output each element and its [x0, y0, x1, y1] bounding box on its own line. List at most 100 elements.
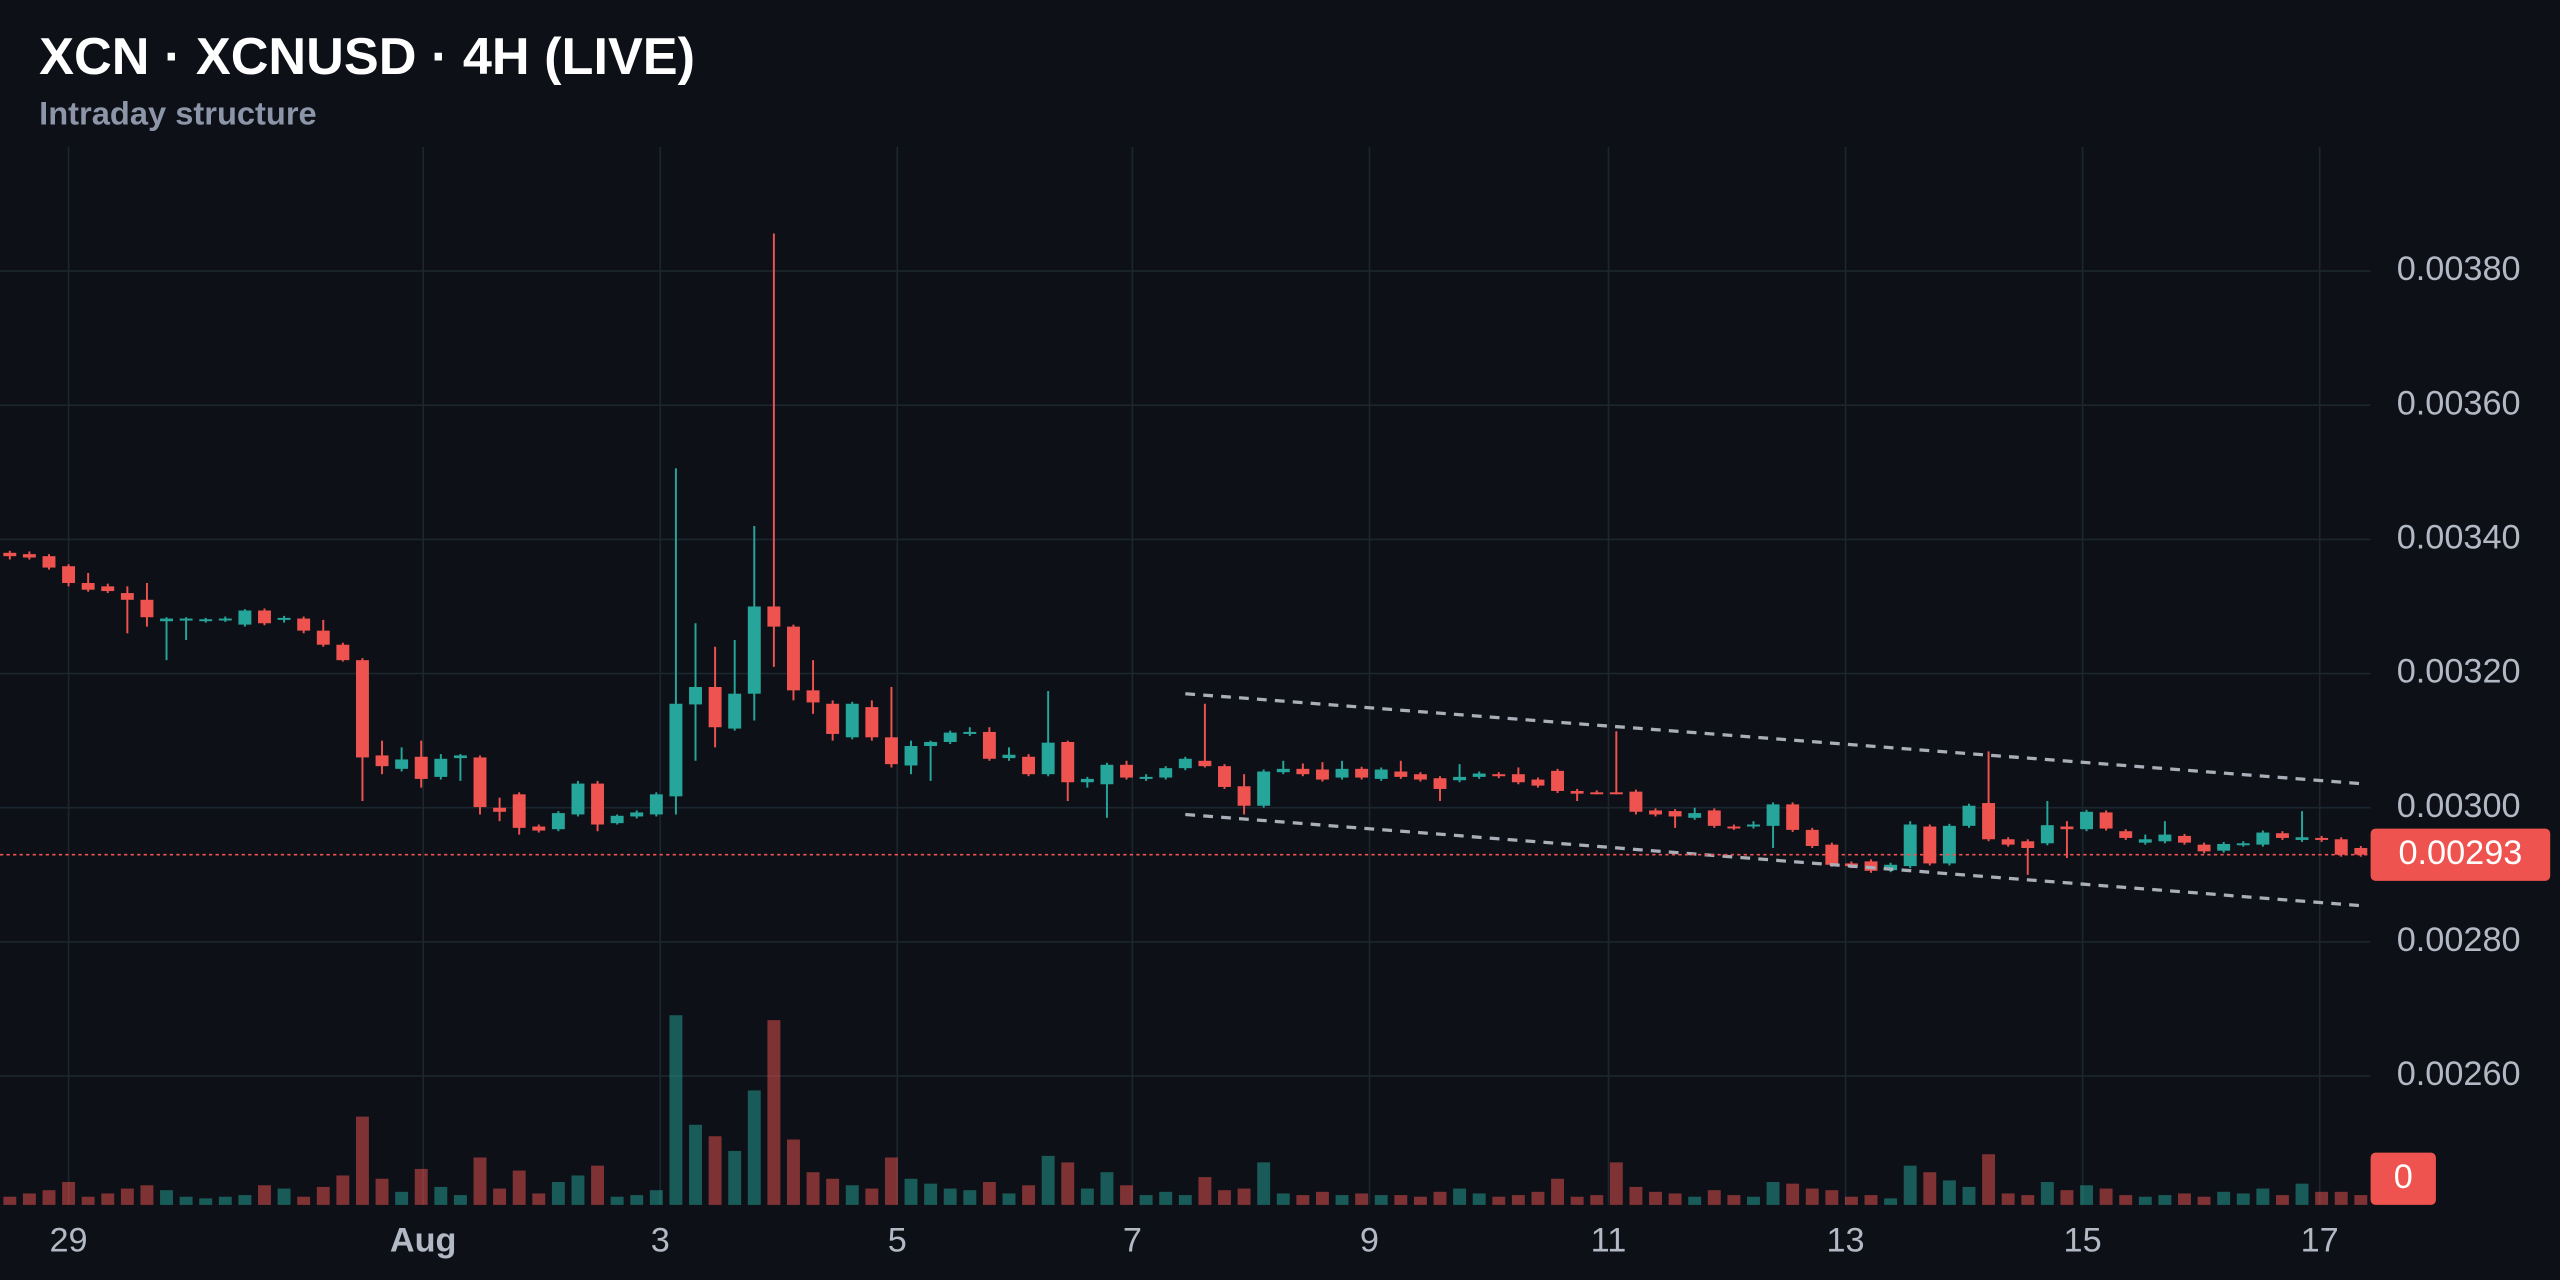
- volume-bar: [1472, 1193, 1486, 1205]
- candle-body: [1100, 764, 1114, 785]
- candle-body: [1237, 786, 1251, 806]
- volume-bar: [2080, 1185, 2093, 1205]
- volume-bar: [140, 1185, 154, 1205]
- x-tick-label: 5: [888, 1222, 907, 1260]
- y-tick-label: 0.00380: [2397, 250, 2521, 288]
- candle-body: [277, 617, 291, 620]
- volume-bar: [160, 1190, 173, 1205]
- volume-bar: [277, 1188, 291, 1205]
- volume-bar: [1903, 1165, 1917, 1205]
- candle-body: [591, 783, 605, 825]
- volume-bar: [904, 1178, 918, 1205]
- y-tick-label: 0.00320: [2397, 653, 2521, 691]
- volume-bar: [42, 1190, 56, 1205]
- candle-body: [2099, 812, 2113, 829]
- candle-body: [62, 566, 76, 584]
- candle-body: [1570, 790, 1584, 794]
- volume-bar: [2334, 1191, 2348, 1205]
- volume-bar: [747, 1090, 761, 1205]
- candle-body: [2315, 837, 2329, 840]
- candle-body: [3, 552, 17, 557]
- candle-body: [2080, 811, 2093, 830]
- volume-bar: [375, 1178, 389, 1205]
- candle-body: [101, 586, 115, 592]
- x-tick-label: 13: [1826, 1222, 1864, 1260]
- y2-tick-box: [2370, 1152, 2436, 1205]
- volume-bar: [1257, 1162, 1271, 1205]
- candle-body: [1942, 825, 1956, 864]
- candle-body: [1413, 774, 1427, 780]
- volume-bar: [1707, 1190, 1721, 1205]
- candle-body: [22, 554, 36, 558]
- volume-bar: [708, 1136, 722, 1205]
- y-tick-label: 0.00280: [2397, 921, 2521, 959]
- volume-bar: [1198, 1177, 1212, 1205]
- candle-body: [297, 618, 311, 631]
- volume-bar: [1982, 1154, 1996, 1205]
- candle-body: [2275, 833, 2289, 838]
- candle-body: [2295, 837, 2309, 840]
- chart-subtitle: Intraday structure: [39, 95, 317, 132]
- candle-body: [826, 703, 840, 734]
- volume-bar: [2178, 1193, 2191, 1205]
- candle-body: [1218, 766, 1231, 787]
- volume-bar: [591, 1165, 605, 1205]
- candle-body: [414, 756, 428, 779]
- volume-bar: [336, 1175, 350, 1205]
- x-tick-label: 9: [1360, 1222, 1379, 1260]
- candle-body: [1629, 791, 1643, 812]
- candle-body: [258, 610, 271, 624]
- candle-body: [1178, 758, 1192, 769]
- candle-body: [747, 606, 761, 694]
- candle-body: [199, 619, 213, 622]
- volume-bar: [1864, 1195, 1878, 1205]
- x-tick-label: 15: [2064, 1222, 2102, 1260]
- candle-body: [434, 758, 448, 777]
- volume-bar: [1139, 1195, 1153, 1205]
- volume-bar: [1649, 1191, 1662, 1205]
- candle-body: [1609, 792, 1623, 795]
- volume-bar: [2001, 1193, 2015, 1205]
- volume-bar: [649, 1190, 663, 1205]
- candle-body: [2040, 825, 2054, 844]
- x-tick-label: 7: [1123, 1222, 1142, 1260]
- candle-body: [493, 807, 507, 812]
- volume-bar: [2021, 1195, 2035, 1205]
- volume-bar: [1159, 1191, 1173, 1205]
- candle-body: [1805, 829, 1819, 846]
- volume-bar: [943, 1188, 957, 1205]
- candle-body: [904, 746, 918, 766]
- volume-bar: [1453, 1188, 1467, 1205]
- candle-body: [336, 644, 350, 661]
- volume-bar: [1296, 1195, 1310, 1205]
- volume-bar: [826, 1178, 840, 1205]
- candle-body: [1041, 742, 1055, 775]
- candle-body: [218, 618, 232, 621]
- candle-body: [649, 794, 663, 815]
- volume-bar: [630, 1195, 644, 1205]
- candle-body: [845, 703, 859, 738]
- volume-bar: [101, 1193, 115, 1205]
- volume-bar: [2099, 1188, 2113, 1205]
- candle-body: [2138, 839, 2152, 843]
- candle-body: [1727, 826, 1741, 829]
- volume-bar: [1747, 1196, 1760, 1205]
- volume-bar: [1080, 1188, 1094, 1205]
- volume-bar: [120, 1188, 134, 1205]
- volume-bar: [512, 1170, 526, 1205]
- candle-body: [81, 583, 95, 590]
- candle-body: [2119, 831, 2133, 838]
- grid: [0, 146, 2371, 1205]
- candle-body: [2236, 843, 2250, 846]
- volume-bar: [1100, 1172, 1114, 1205]
- volume-bar: [884, 1157, 898, 1205]
- volume-bar: [963, 1190, 977, 1205]
- candle-body: [512, 794, 526, 828]
- x-tick-label: 29: [50, 1222, 88, 1260]
- candle-body: [1688, 813, 1702, 818]
- volume-bar: [22, 1193, 36, 1205]
- candle-body: [1061, 741, 1075, 783]
- volume-bar: [767, 1020, 781, 1205]
- candle-body: [1903, 824, 1917, 867]
